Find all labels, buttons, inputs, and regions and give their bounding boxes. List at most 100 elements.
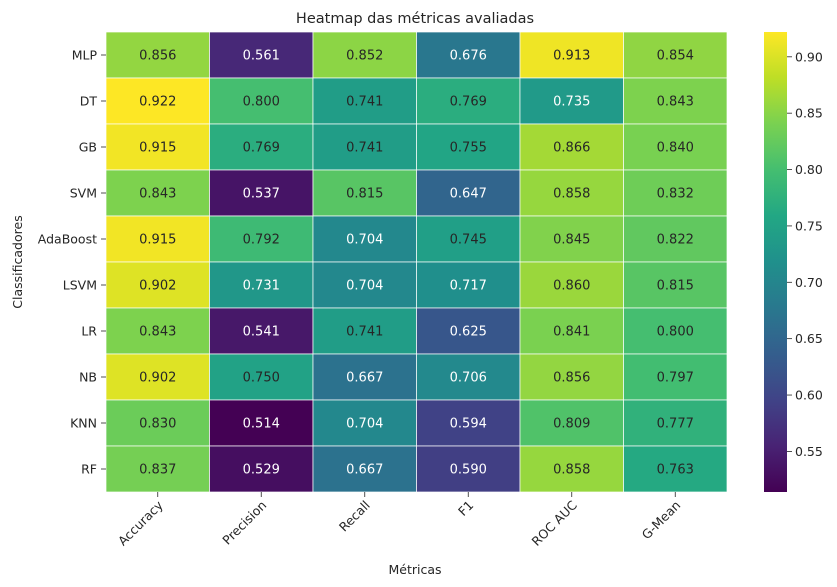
y-tick-label: AdaBoost bbox=[38, 232, 97, 247]
cell-value-label: 0.741 bbox=[346, 325, 383, 340]
x-tick-label: ROC AUC bbox=[528, 497, 580, 549]
cell-value-label: 0.832 bbox=[657, 187, 694, 202]
heatmap-cell bbox=[209, 399, 314, 447]
cell-value-label: 0.915 bbox=[139, 233, 176, 248]
cell-value-label: 0.735 bbox=[553, 95, 590, 110]
cell-value-label: 0.860 bbox=[553, 279, 590, 294]
cell-value-label: 0.769 bbox=[243, 141, 280, 156]
chart-title: Heatmap das métricas avaliadas bbox=[296, 11, 534, 27]
cell-value-label: 0.755 bbox=[450, 141, 487, 156]
colorbar: 0.55 0.60 0.65 0.70 0.75 0.80 0.85 0.90 bbox=[764, 32, 823, 492]
cell-value-label: 0.858 bbox=[553, 463, 590, 478]
cell-value-label: 0.822 bbox=[657, 233, 694, 248]
cell-value-label: 0.777 bbox=[657, 417, 694, 432]
heatmap-cell bbox=[105, 215, 210, 263]
cell-value-label: 0.731 bbox=[243, 279, 280, 294]
heatmap-cell bbox=[519, 353, 624, 401]
y-tick-label: NB bbox=[79, 370, 97, 385]
heatmap-cell bbox=[209, 307, 314, 355]
cell-value-label: 0.741 bbox=[346, 141, 383, 156]
cell-value-label: 0.797 bbox=[657, 371, 694, 386]
heatmap-cell bbox=[312, 307, 417, 355]
x-axis-label: Métricas bbox=[388, 562, 441, 577]
colorbar-tick-label: 0.65 bbox=[795, 331, 823, 346]
heatmap-cell bbox=[312, 353, 417, 401]
x-tick-label: G-Mean bbox=[639, 498, 684, 543]
heatmap-cell bbox=[312, 215, 417, 263]
cell-value-label: 0.676 bbox=[450, 49, 487, 64]
heatmap-cell bbox=[105, 307, 210, 355]
cell-value-label: 0.815 bbox=[346, 187, 383, 202]
cell-value-label: 0.537 bbox=[243, 187, 280, 202]
colorbar-tick-label: 0.60 bbox=[795, 388, 823, 403]
colorbar-tick-label: 0.85 bbox=[795, 106, 823, 121]
heatmap-cell bbox=[416, 307, 521, 355]
cell-value-label: 0.815 bbox=[657, 279, 694, 294]
cell-value-label: 0.902 bbox=[139, 371, 176, 386]
cell-value-label: 0.913 bbox=[553, 49, 590, 64]
heatmap-cell bbox=[519, 123, 624, 171]
heatmap-cells: 0.856 0.561 0.852 0.676 0.913 0.854 0.922 0.800… bbox=[105, 31, 728, 493]
cell-value-label: 0.529 bbox=[243, 463, 280, 478]
x-tick-label: Precision bbox=[219, 498, 269, 548]
cell-value-label: 0.667 bbox=[346, 371, 383, 386]
cell-value-label: 0.830 bbox=[139, 417, 176, 432]
cell-value-label: 0.745 bbox=[450, 233, 487, 248]
y-tick-label: MLP bbox=[72, 48, 98, 63]
x-tick-labels: Accuracy Precision Recall F1 ROC AUC G-Mean bbox=[115, 492, 683, 549]
y-tick-label: DT bbox=[80, 94, 98, 109]
heatmap-cell bbox=[623, 169, 728, 217]
cell-value-label: 0.856 bbox=[553, 371, 590, 386]
heatmap-cell bbox=[312, 123, 417, 171]
heatmap-cell bbox=[416, 123, 521, 171]
heatmap-cell bbox=[519, 399, 624, 447]
heatmap-cell bbox=[105, 261, 210, 309]
cell-value-label: 0.769 bbox=[450, 95, 487, 110]
heatmap-cell bbox=[519, 31, 624, 79]
cell-value-label: 0.717 bbox=[450, 279, 487, 294]
cell-value-label: 0.800 bbox=[657, 325, 694, 340]
cell-value-label: 0.763 bbox=[657, 463, 694, 478]
heatmap-cell bbox=[105, 445, 210, 493]
heatmap-cell bbox=[105, 31, 210, 79]
cell-value-label: 0.741 bbox=[346, 95, 383, 110]
cell-value-label: 0.854 bbox=[657, 49, 694, 64]
cell-value-label: 0.858 bbox=[553, 187, 590, 202]
y-tick-label: SVM bbox=[70, 186, 97, 201]
heatmap-cell bbox=[105, 399, 210, 447]
heatmap-cell bbox=[209, 123, 314, 171]
colorbar-tick-label: 0.55 bbox=[795, 444, 823, 459]
cell-value-label: 0.841 bbox=[553, 325, 590, 340]
heatmap-cell bbox=[209, 77, 314, 125]
y-tick-label: GB bbox=[79, 140, 97, 155]
cell-value-label: 0.667 bbox=[346, 463, 383, 478]
cell-value-label: 0.852 bbox=[346, 49, 383, 64]
heatmap-cell bbox=[312, 399, 417, 447]
heatmap-cell bbox=[623, 215, 728, 263]
heatmap-cell bbox=[209, 169, 314, 217]
colorbar-tick-label: 0.90 bbox=[795, 49, 823, 64]
cell-value-label: 0.647 bbox=[450, 187, 487, 202]
colorbar-tick-label: 0.80 bbox=[795, 162, 823, 177]
cell-value-label: 0.704 bbox=[346, 279, 383, 294]
cell-value-label: 0.800 bbox=[243, 95, 280, 110]
cell-value-label: 0.792 bbox=[243, 233, 280, 248]
y-tick-label: LSVM bbox=[63, 278, 97, 293]
heatmap-cell bbox=[519, 169, 624, 217]
heatmap-cell bbox=[416, 31, 521, 79]
heatmap-cell bbox=[312, 445, 417, 493]
heatmap-cell bbox=[105, 353, 210, 401]
cell-value-label: 0.843 bbox=[139, 325, 176, 340]
heatmap-cell bbox=[416, 215, 521, 263]
heatmap-cell bbox=[623, 77, 728, 125]
x-tick-label: F1 bbox=[455, 498, 476, 519]
cell-value-label: 0.809 bbox=[553, 417, 590, 432]
y-tick-label: RF bbox=[81, 462, 97, 477]
cell-value-label: 0.704 bbox=[346, 233, 383, 248]
heatmap-cell bbox=[519, 261, 624, 309]
colorbar-gradient bbox=[764, 32, 787, 492]
cell-value-label: 0.840 bbox=[657, 141, 694, 156]
cell-value-label: 0.922 bbox=[139, 95, 176, 110]
cell-value-label: 0.514 bbox=[243, 417, 280, 432]
